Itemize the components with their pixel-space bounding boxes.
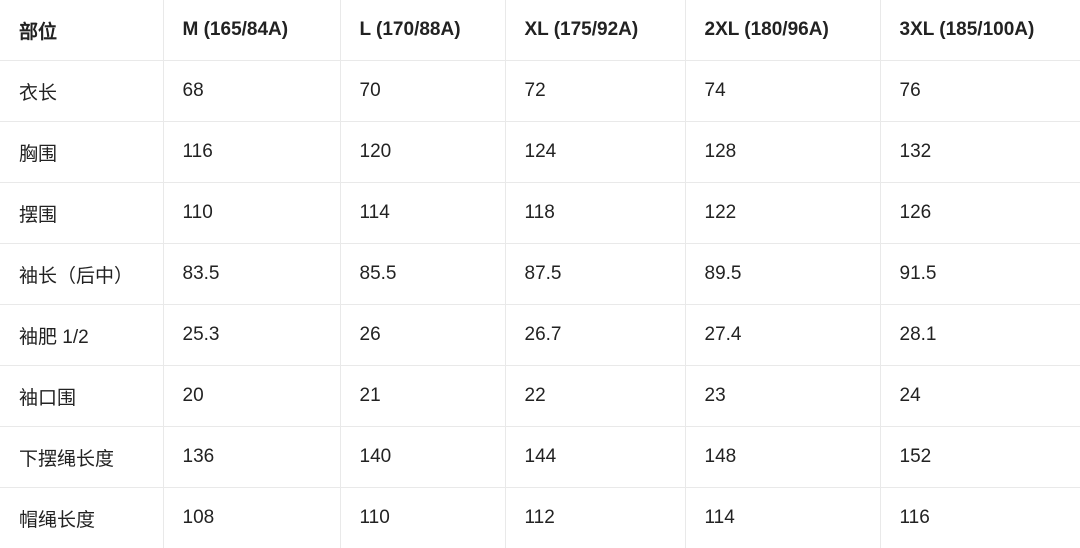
header-cell: L (170/88A)	[340, 0, 505, 61]
size-value: 108	[163, 488, 340, 548]
size-value: 124	[505, 122, 685, 183]
size-value: 144	[505, 427, 685, 488]
size-value: 110	[340, 488, 505, 548]
size-value: 87.5	[505, 244, 685, 305]
row-label: 袖口围	[0, 366, 163, 427]
header-cell: 2XL (180/96A)	[685, 0, 880, 61]
size-value: 22	[505, 366, 685, 427]
size-value: 140	[340, 427, 505, 488]
size-value: 116	[163, 122, 340, 183]
size-value: 136	[163, 427, 340, 488]
size-value: 89.5	[685, 244, 880, 305]
header-cell: 3XL (185/100A)	[880, 0, 1080, 61]
size-value: 116	[880, 488, 1080, 548]
size-value: 126	[880, 183, 1080, 244]
size-value: 132	[880, 122, 1080, 183]
size-value: 112	[505, 488, 685, 548]
size-value: 21	[340, 366, 505, 427]
row-label: 胸围	[0, 122, 163, 183]
row-label: 帽绳长度	[0, 488, 163, 548]
row-label: 袖肥 1/2	[0, 305, 163, 366]
size-value: 114	[340, 183, 505, 244]
size-value: 25.3	[163, 305, 340, 366]
header-cell: XL (175/92A)	[505, 0, 685, 61]
size-value: 76	[880, 61, 1080, 122]
size-value: 26	[340, 305, 505, 366]
size-value: 70	[340, 61, 505, 122]
size-value: 110	[163, 183, 340, 244]
size-value: 85.5	[340, 244, 505, 305]
header-cell: M (165/84A)	[163, 0, 340, 61]
size-value: 152	[880, 427, 1080, 488]
size-value: 72	[505, 61, 685, 122]
size-value: 122	[685, 183, 880, 244]
header-cell: 部位	[0, 0, 163, 61]
row-label: 摆围	[0, 183, 163, 244]
size-value: 26.7	[505, 305, 685, 366]
size-value: 28.1	[880, 305, 1080, 366]
size-value: 120	[340, 122, 505, 183]
size-value: 148	[685, 427, 880, 488]
size-value: 68	[163, 61, 340, 122]
size-value: 24	[880, 366, 1080, 427]
size-value: 74	[685, 61, 880, 122]
row-label: 袖长（后中）	[0, 244, 163, 305]
size-value: 83.5	[163, 244, 340, 305]
size-value: 23	[685, 366, 880, 427]
row-label: 衣长	[0, 61, 163, 122]
size-value: 128	[685, 122, 880, 183]
row-label: 下摆绳长度	[0, 427, 163, 488]
size-value: 20	[163, 366, 340, 427]
size-value: 27.4	[685, 305, 880, 366]
size-value: 114	[685, 488, 880, 548]
size-value: 91.5	[880, 244, 1080, 305]
size-value: 118	[505, 183, 685, 244]
